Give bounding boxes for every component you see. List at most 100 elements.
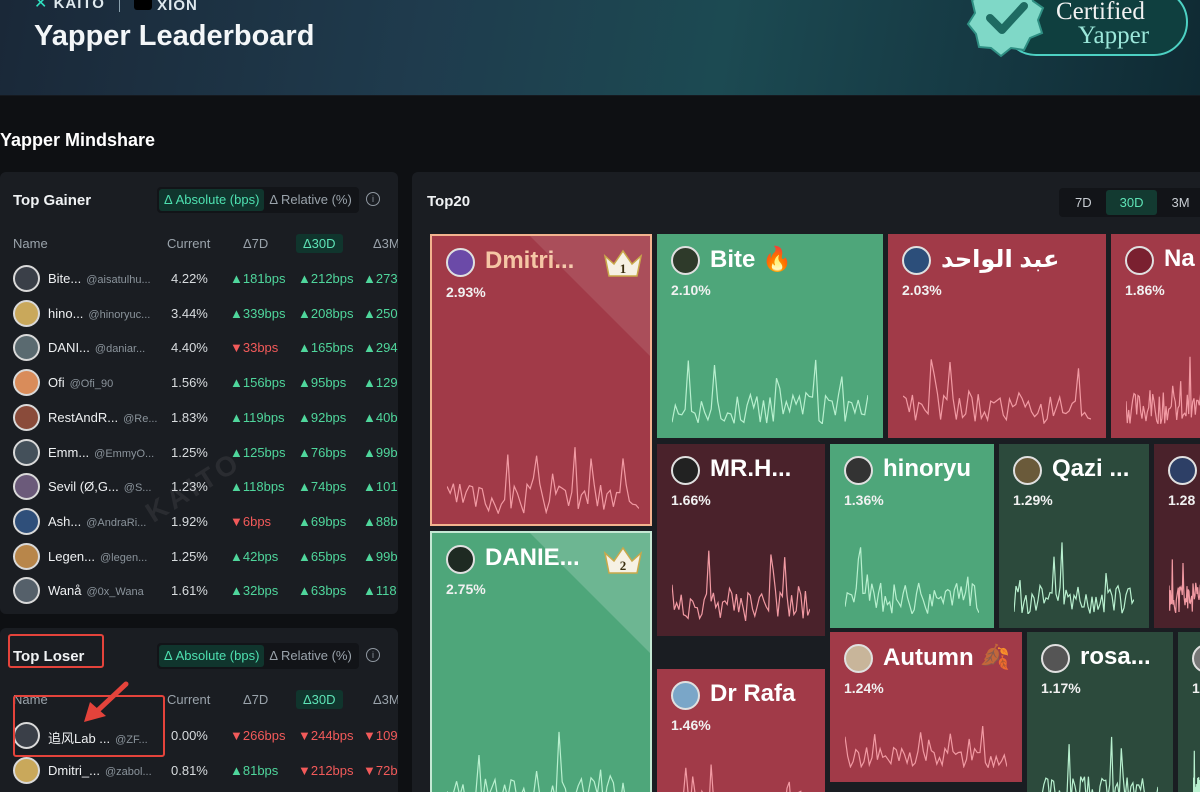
user-name-cell[interactable]: Sevil (Ø,G... @S... — [48, 479, 151, 494]
avatar[interactable] — [13, 299, 40, 327]
treemap-tile[interactable]: Qazi ... 1.29% — [999, 444, 1149, 628]
table-row[interactable]: Bite... @aisatulhu... 4.22% ▲181bps ▲212bps ▲… — [0, 261, 398, 295]
col-current[interactable]: Current — [167, 692, 211, 707]
user-name-cell[interactable]: Legen... @legen... — [48, 549, 147, 564]
top20-panel: Top20 7D 30D 3M Dmitri... 2.93% 1 Bite 🔥 2.… — [412, 172, 1200, 792]
user-name-cell[interactable]: Ash... @AndraRi... — [48, 514, 146, 529]
user-name-cell[interactable]: Emm... @EmmyO... — [48, 445, 154, 460]
table-row[interactable]: Sevil (Ø,G... @S... 1.23% ▲118bps ▲74bps ▲101 — [0, 469, 398, 503]
sparkline-chart — [1126, 356, 1200, 424]
avatar — [446, 545, 475, 574]
range-30d[interactable]: 30D — [1105, 190, 1158, 215]
col-7d[interactable]: Δ7D — [243, 236, 269, 251]
sparkline-chart — [672, 359, 868, 424]
table-row[interactable]: Legen... @legen... 1.25% ▲42bps ▲65bps ▲99b — [0, 539, 398, 573]
top-loser-title: Top Loser — [13, 648, 85, 665]
tile-percent: 1.66% — [671, 492, 711, 508]
user-name-cell[interactable]: Dmitri_... @zabol... — [48, 763, 152, 778]
table-row[interactable]: DANI... @daniar... 4.40% ▼33bps ▲165bps ▲294 — [0, 330, 398, 364]
toggle-absolute[interactable]: Δ Absolute (bps) — [159, 645, 265, 667]
delta-7d: ▲118bps — [230, 479, 285, 495]
user-name-cell[interactable]: DANI... @daniar... — [48, 340, 145, 355]
table-row[interactable]: Emm... @EmmyO... 1.25% ▲125bps ▲76bps ▲99b — [0, 435, 398, 469]
treemap-tile[interactable]: hinoryu 1.36% — [830, 444, 994, 628]
cert-line1: Certified — [1056, 0, 1145, 25]
avatar[interactable] — [13, 265, 40, 292]
col-3m[interactable]: Δ3M — [373, 236, 398, 251]
col-7d[interactable]: Δ7D — [243, 692, 269, 707]
col-3m[interactable]: Δ3M — [373, 692, 398, 707]
col-name[interactable]: Name — [13, 236, 48, 251]
toggle-absolute[interactable]: Δ Absolute (bps) — [159, 189, 265, 211]
info-icon[interactable]: i — [366, 648, 380, 662]
treemap-tile[interactable]: Bite 🔥 2.10% — [657, 234, 883, 438]
xion-logo[interactable]: XION — [133, 0, 198, 14]
toggle-relative[interactable]: Δ Relative (%) — [269, 648, 352, 663]
table-row[interactable]: hino... @hinoryuc... 3.44% ▲339bps ▲208bps ▲2… — [0, 296, 398, 330]
table-row[interactable]: Ash... @AndraRi... 1.92% ▼6bps ▲69bps ▲88b — [0, 504, 398, 538]
sparkline-chart — [683, 764, 802, 792]
user-name-cell[interactable]: Wanå @0x_Wana — [48, 583, 144, 598]
avatar — [671, 246, 700, 275]
top-loser-panel: Top Loser Δ Absolute (bps) Δ Relative (%… — [0, 628, 398, 792]
avatar[interactable] — [13, 403, 40, 431]
col-30d[interactable]: Δ30D — [296, 690, 343, 709]
range-3m[interactable]: 3M — [1171, 195, 1190, 210]
treemap-tile[interactable]: Na 1.86% — [1111, 234, 1200, 438]
current-value: 1.25% — [171, 444, 208, 460]
avatar[interactable] — [13, 542, 40, 570]
user-name-cell[interactable]: hino... @hinoryuc... — [48, 306, 150, 321]
avatar — [1192, 644, 1200, 673]
user-handle: @legen... — [100, 551, 148, 564]
avatar[interactable] — [13, 756, 40, 784]
treemap-tile[interactable]: MR.H... 1.66% — [657, 444, 825, 636]
col-30d[interactable]: Δ30D — [296, 234, 343, 253]
delta-30d: ▲208bps — [298, 305, 354, 321]
avatar[interactable] — [13, 722, 40, 749]
avatar — [671, 456, 700, 485]
treemap-tile[interactable]: 1. — [1178, 632, 1200, 792]
table-row[interactable]: Wanå @0x_Wana 1.61% ▲32bps ▲63bps ▲118 — [0, 573, 398, 607]
user-name-cell[interactable]: Ofi @Ofi_90 — [48, 375, 113, 390]
avatar[interactable] — [13, 507, 40, 535]
delta-7d: ▲81bps — [230, 762, 279, 778]
tile-name: Bite 🔥 — [710, 246, 792, 273]
treemap-tile[interactable]: DANIE... 2.75% 2 — [430, 531, 652, 792]
tile-percent: 1.36% — [844, 492, 884, 508]
user-name: Legen... — [48, 548, 95, 564]
table-row[interactable]: Dmitri_... @zabol... 0.81% ▲81bps ▼212bps ▼72… — [0, 753, 398, 787]
delta-30d: ▲165bps — [298, 340, 354, 356]
avatar[interactable] — [13, 438, 40, 466]
user-name-cell[interactable]: RestAndR... @Re... — [48, 410, 158, 425]
user-handle: @0x_Wana — [86, 586, 144, 599]
delta-3m: ▲250 — [363, 305, 398, 321]
table-row[interactable]: 追风Lab ... @ZF... 0.00% ▼266bps ▼244bps ▼109 — [0, 718, 398, 752]
avatar[interactable] — [13, 369, 40, 397]
table-row[interactable]: Ofi @Ofi_90 1.56% ▲156bps ▲95bps ▲129 — [0, 365, 398, 399]
user-name-cell[interactable]: Bite... @aisatulhu... — [48, 271, 151, 286]
certified-yapper-badge[interactable]: Certified Yapper — [966, 0, 1192, 58]
treemap-tile[interactable]: rosa... 1.17% — [1027, 632, 1173, 792]
col-current[interactable]: Current — [167, 236, 211, 251]
treemap-tile[interactable]: عبد الواحد 2.03% — [888, 234, 1106, 438]
brand-divider — [118, 0, 120, 12]
treemap-tile[interactable]: Dr Rafa 1.46% — [657, 669, 825, 792]
delta-3m: ▲118 — [363, 583, 397, 599]
treemap-tile[interactable]: Dmitri... 2.93% 1 — [430, 234, 652, 526]
delta-3m: ▲294 — [363, 340, 398, 356]
toggle-relative[interactable]: Δ Relative (%) — [269, 192, 352, 207]
treemap-tile[interactable]: Autumn 🍂 1.24% — [830, 632, 1022, 782]
treemap-tile[interactable]: 1.28 — [1154, 444, 1200, 628]
table-row[interactable]: RestAndR... @Re... 1.83% ▲119bps ▲92bps ▲40b — [0, 400, 398, 434]
user-name-cell[interactable]: 追风Lab ... @ZF... — [48, 728, 148, 747]
range-7d[interactable]: 7D — [1075, 195, 1092, 210]
avatar[interactable] — [13, 577, 40, 605]
sparkline-chart — [447, 731, 625, 792]
avatar[interactable] — [13, 334, 40, 362]
info-icon[interactable]: i — [366, 192, 380, 206]
kaito-logo[interactable]: ✕ KAITO — [34, 0, 105, 13]
header: ✕ KAITO XION Yapper Leaderboard Certifie… — [0, 0, 1200, 96]
current-value: 1.56% — [171, 375, 208, 391]
current-value: 4.22% — [171, 271, 208, 286]
avatar[interactable] — [13, 473, 40, 501]
